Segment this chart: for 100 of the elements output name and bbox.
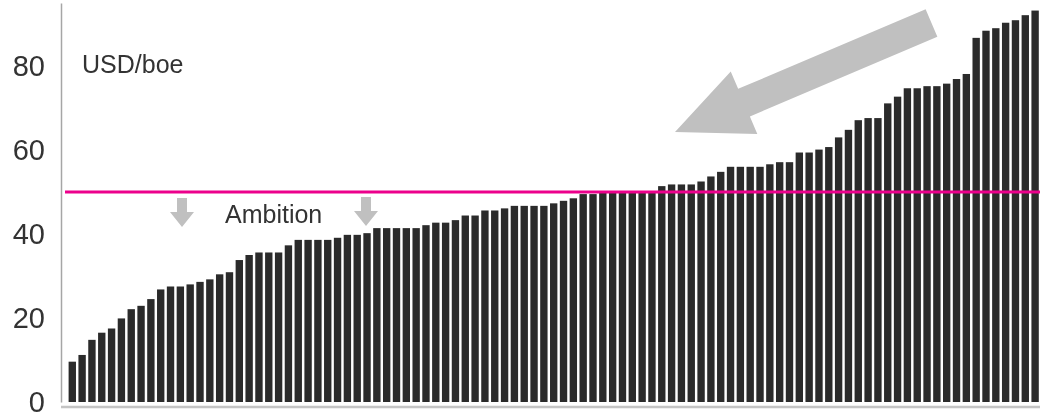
bar bbox=[324, 239, 332, 402]
bar bbox=[726, 166, 735, 402]
bar bbox=[638, 192, 646, 402]
bar bbox=[628, 192, 636, 402]
bar bbox=[225, 272, 234, 402]
bar bbox=[550, 203, 558, 402]
bar bbox=[461, 215, 469, 402]
bar bbox=[854, 120, 862, 402]
bar bbox=[196, 281, 204, 402]
bar bbox=[510, 205, 519, 402]
bar bbox=[864, 118, 872, 402]
bar bbox=[265, 252, 273, 402]
bar bbox=[137, 305, 145, 402]
bar bbox=[294, 239, 302, 402]
bar bbox=[412, 228, 420, 402]
bar bbox=[215, 274, 224, 402]
bar bbox=[491, 210, 499, 402]
bar bbox=[687, 184, 695, 402]
bar bbox=[471, 215, 479, 402]
bar bbox=[834, 137, 843, 402]
bar bbox=[382, 228, 391, 402]
bar bbox=[608, 192, 617, 402]
bar bbox=[284, 245, 293, 402]
bar bbox=[88, 339, 96, 402]
bar bbox=[874, 118, 882, 402]
bar bbox=[952, 79, 961, 402]
bar bbox=[697, 181, 705, 402]
bar bbox=[245, 255, 253, 402]
bar bbox=[402, 228, 411, 402]
bar bbox=[677, 184, 686, 402]
bar bbox=[363, 233, 371, 402]
bar bbox=[805, 152, 813, 402]
bar bbox=[422, 225, 430, 402]
bar bbox=[127, 309, 135, 402]
bar bbox=[599, 192, 607, 402]
bar bbox=[785, 162, 794, 402]
bar bbox=[441, 222, 450, 402]
bar bbox=[736, 166, 745, 402]
bar bbox=[815, 149, 823, 402]
bar bbox=[78, 354, 86, 402]
bar bbox=[353, 234, 361, 402]
bar bbox=[844, 129, 853, 402]
bar bbox=[206, 279, 214, 402]
bar bbox=[648, 191, 656, 402]
bar bbox=[451, 220, 460, 402]
bar bbox=[304, 239, 312, 402]
bar bbox=[589, 194, 597, 402]
bar bbox=[658, 186, 666, 402]
bar bbox=[746, 166, 754, 402]
bar bbox=[1031, 10, 1039, 402]
bar bbox=[825, 147, 833, 402]
bar bbox=[176, 286, 185, 402]
bar bbox=[392, 228, 401, 402]
bar bbox=[1021, 15, 1029, 402]
y-tick-label: 40 bbox=[12, 217, 45, 250]
bar bbox=[1011, 20, 1020, 402]
bar bbox=[972, 37, 980, 402]
bar bbox=[893, 96, 902, 402]
bar bbox=[933, 86, 941, 402]
bar bbox=[943, 83, 951, 402]
bar bbox=[333, 237, 342, 402]
bar bbox=[1001, 22, 1010, 402]
y-tick-label: 20 bbox=[12, 301, 45, 334]
bar bbox=[107, 328, 116, 402]
bar bbox=[962, 73, 971, 402]
bar bbox=[903, 88, 912, 402]
bar bbox=[255, 252, 263, 402]
y-tick-label: 60 bbox=[12, 133, 45, 166]
bar bbox=[157, 289, 165, 402]
bar bbox=[982, 30, 990, 402]
bar bbox=[481, 210, 489, 402]
bar bbox=[68, 361, 76, 402]
bar bbox=[166, 286, 175, 402]
y-tick-label: 80 bbox=[12, 49, 45, 82]
bar bbox=[618, 192, 627, 402]
bar bbox=[667, 184, 676, 402]
bar bbox=[923, 86, 931, 402]
bar bbox=[579, 194, 587, 402]
y-tick-label: 0 bbox=[28, 385, 45, 417]
bar bbox=[766, 164, 774, 402]
bar bbox=[795, 152, 803, 402]
bar bbox=[520, 205, 528, 402]
bar bbox=[117, 318, 126, 402]
ref-line-label: Ambition bbox=[225, 200, 323, 228]
bar bbox=[756, 166, 764, 402]
bar bbox=[530, 205, 538, 402]
bar bbox=[274, 252, 283, 402]
bar bbox=[314, 239, 322, 402]
bar bbox=[500, 208, 509, 402]
bar bbox=[559, 200, 568, 402]
bar bbox=[992, 28, 1000, 402]
bar bbox=[235, 260, 243, 402]
bar bbox=[343, 234, 352, 402]
y-axis-title: USD/boe bbox=[82, 50, 184, 78]
bar bbox=[884, 103, 892, 402]
bar bbox=[186, 284, 194, 402]
bar bbox=[913, 88, 921, 402]
bar bbox=[569, 198, 578, 402]
bar bbox=[147, 299, 155, 402]
bar bbox=[98, 332, 106, 402]
